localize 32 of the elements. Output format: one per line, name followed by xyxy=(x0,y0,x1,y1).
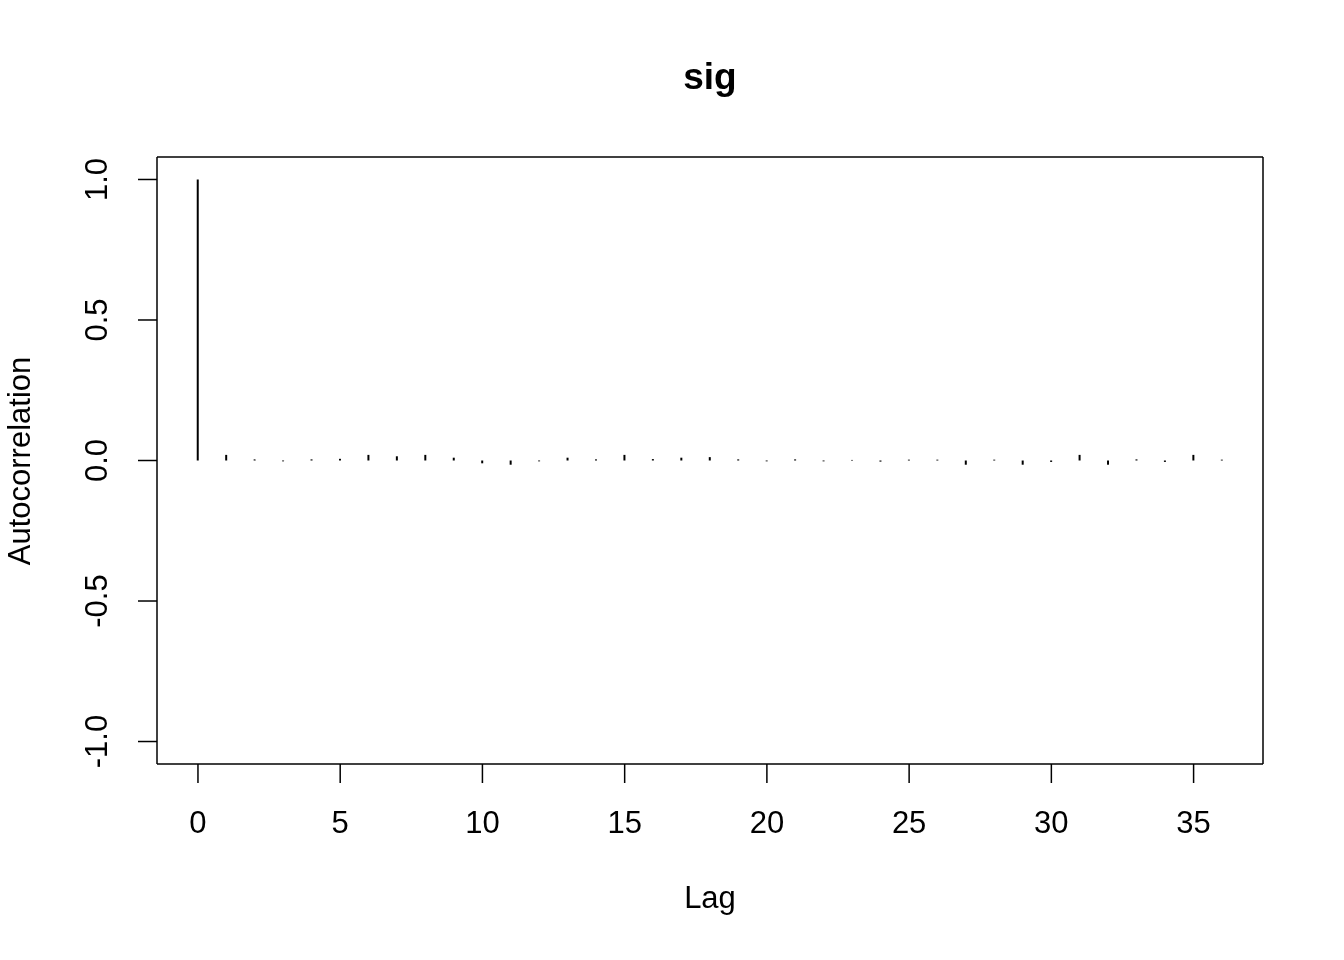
bar xyxy=(964,460,967,465)
bar xyxy=(566,457,569,461)
x-axis-title: Lag xyxy=(684,880,736,915)
x-tick-label: 30 xyxy=(1034,805,1069,841)
bar xyxy=(1078,454,1081,461)
y-tick-label: 0.0 xyxy=(79,438,114,483)
bar xyxy=(395,456,398,461)
x-tick-label: 15 xyxy=(607,805,642,841)
bar xyxy=(452,457,455,461)
bar xyxy=(1021,460,1024,465)
chart-title: sig xyxy=(683,56,737,97)
x-tick-label: 35 xyxy=(1176,805,1211,841)
bar xyxy=(708,457,711,461)
x-tick-label: 5 xyxy=(331,805,349,841)
y-tick-label: 1.0 xyxy=(79,157,114,202)
y-tick-label: -0.5 xyxy=(79,574,114,628)
bar xyxy=(367,454,370,461)
x-tick-label: 10 xyxy=(465,805,500,841)
y-axis-title: Autocorrelation xyxy=(1,356,37,565)
bar xyxy=(225,454,228,461)
x-tick-label: 0 xyxy=(189,805,207,841)
bar xyxy=(424,454,427,461)
bar xyxy=(196,179,199,461)
x-tick-label: 20 xyxy=(749,805,785,841)
bar xyxy=(509,460,512,465)
y-tick-label: 0.5 xyxy=(79,298,114,342)
bar xyxy=(1107,460,1110,465)
x-tick-label: 25 xyxy=(891,805,927,841)
y-tick-label: -1.0 xyxy=(79,714,114,769)
bar xyxy=(623,454,626,461)
bar xyxy=(1192,454,1195,461)
bar xyxy=(680,457,683,461)
